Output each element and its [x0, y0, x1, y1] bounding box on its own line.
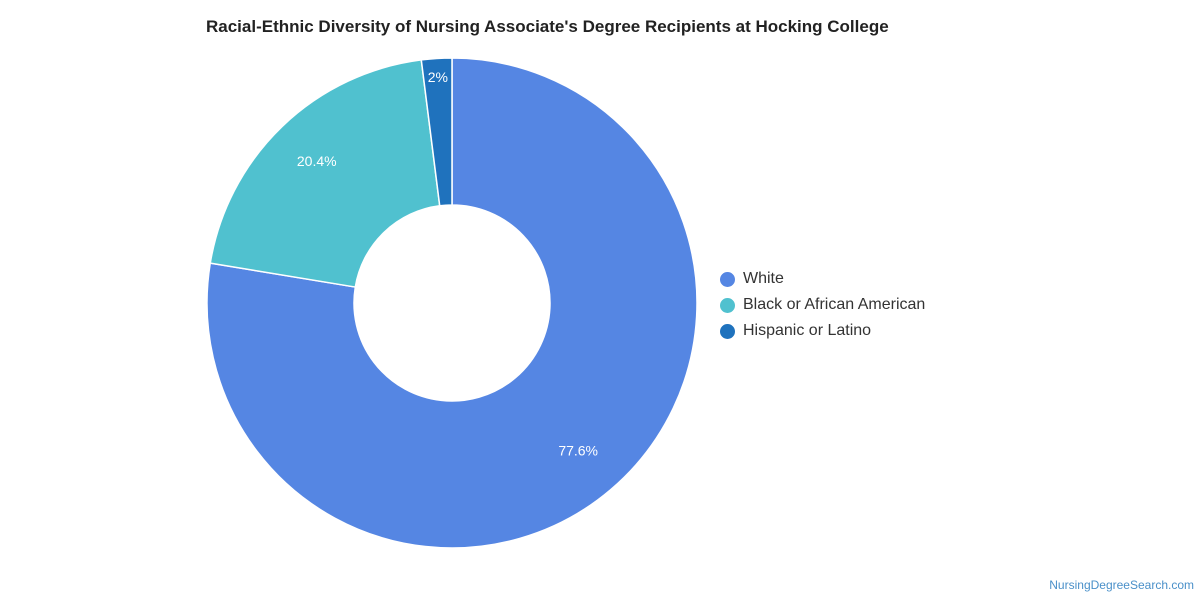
source-credit-link[interactable]: NursingDegreeSearch.com	[1049, 578, 1194, 592]
legend-label-black-or-african-american: Black or African American	[743, 296, 926, 313]
legend: White Black or African American Hispanic…	[720, 266, 925, 344]
slice-label-hispanic-or-latino: 2%	[428, 69, 448, 85]
legend-swatch-white	[720, 271, 735, 287]
legend-item-black-or-african-american[interactable]: Black or African American	[720, 292, 925, 318]
legend-label-hispanic-or-latino: Hispanic or Latino	[743, 322, 872, 339]
legend-item-hispanic-or-latino[interactable]: Hispanic or Latino	[720, 318, 925, 344]
legend-swatch-black-or-african-american	[720, 297, 735, 313]
legend-label-white: White	[743, 270, 784, 287]
legend-item-white[interactable]: White	[720, 266, 925, 292]
legend-swatch-hispanic-or-latino	[720, 323, 735, 339]
slice-label-black-or-african-american: 20.4%	[297, 153, 337, 169]
slice-hispanic-or-latino[interactable]	[420, 57, 453, 207]
slice-white[interactable]	[206, 57, 698, 549]
slice-black-or-african-american[interactable]	[209, 59, 441, 288]
slice-label-white: 77.6%	[558, 442, 598, 458]
chart-title: Racial-Ethnic Diversity of Nursing Assoc…	[206, 17, 889, 36]
